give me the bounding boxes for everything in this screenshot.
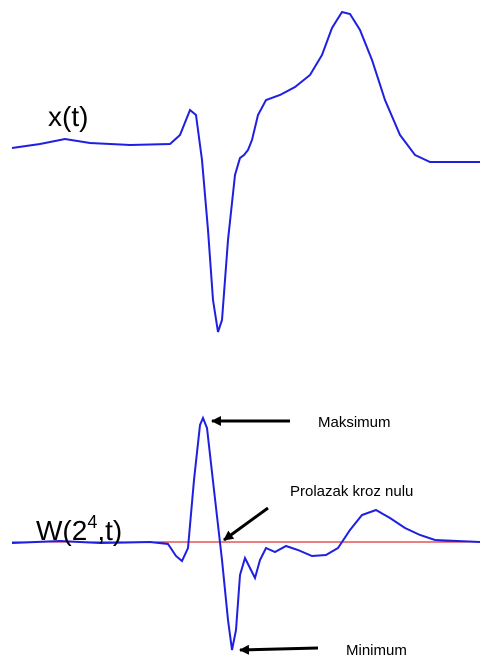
transform-label-base: W(2 [36,515,87,546]
transform-curve [11,415,481,651]
arrow [239,644,319,655]
annotation: Minimum [346,642,407,659]
transform-label: W(24,t) [36,512,122,546]
arrow [223,506,269,542]
annotation: Maksimum [318,414,391,431]
annotation: Prolazak kroz nulu [290,483,413,500]
transform-label-sup: 4 [87,512,97,532]
transform-label-tail: ,t) [97,515,122,546]
signal-curve [11,10,480,333]
signal-label: x(t) [48,101,88,132]
